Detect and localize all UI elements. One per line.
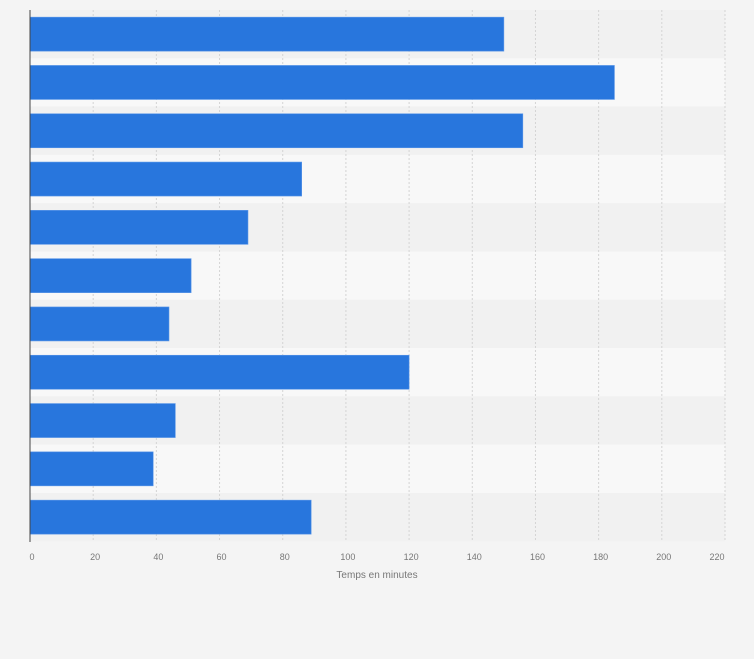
x-tick-label: 160 (530, 552, 545, 562)
x-tick-label: 0 (29, 552, 34, 562)
bar (29, 16, 505, 52)
x-tick-label: 40 (153, 552, 163, 562)
bar (29, 354, 410, 390)
x-tick-label: 80 (280, 552, 290, 562)
x-tick-label: 180 (593, 552, 608, 562)
bar (29, 499, 312, 535)
bar (29, 161, 302, 197)
bar (29, 65, 615, 100)
bar (29, 258, 192, 293)
bar (29, 403, 176, 438)
x-tick-label: 140 (467, 552, 482, 562)
x-tick-label: 20 (90, 552, 100, 562)
x-axis-label: Temps en minutes (336, 570, 417, 581)
bar (29, 306, 170, 342)
x-tick-label: 120 (404, 552, 419, 562)
x-tick-label: 100 (340, 552, 355, 562)
bar (29, 210, 249, 245)
bar (29, 451, 154, 487)
bar (29, 113, 524, 149)
x-tick-label: 200 (656, 552, 671, 562)
x-tick-label: 60 (217, 552, 227, 562)
x-tick-label: 220 (709, 552, 724, 562)
